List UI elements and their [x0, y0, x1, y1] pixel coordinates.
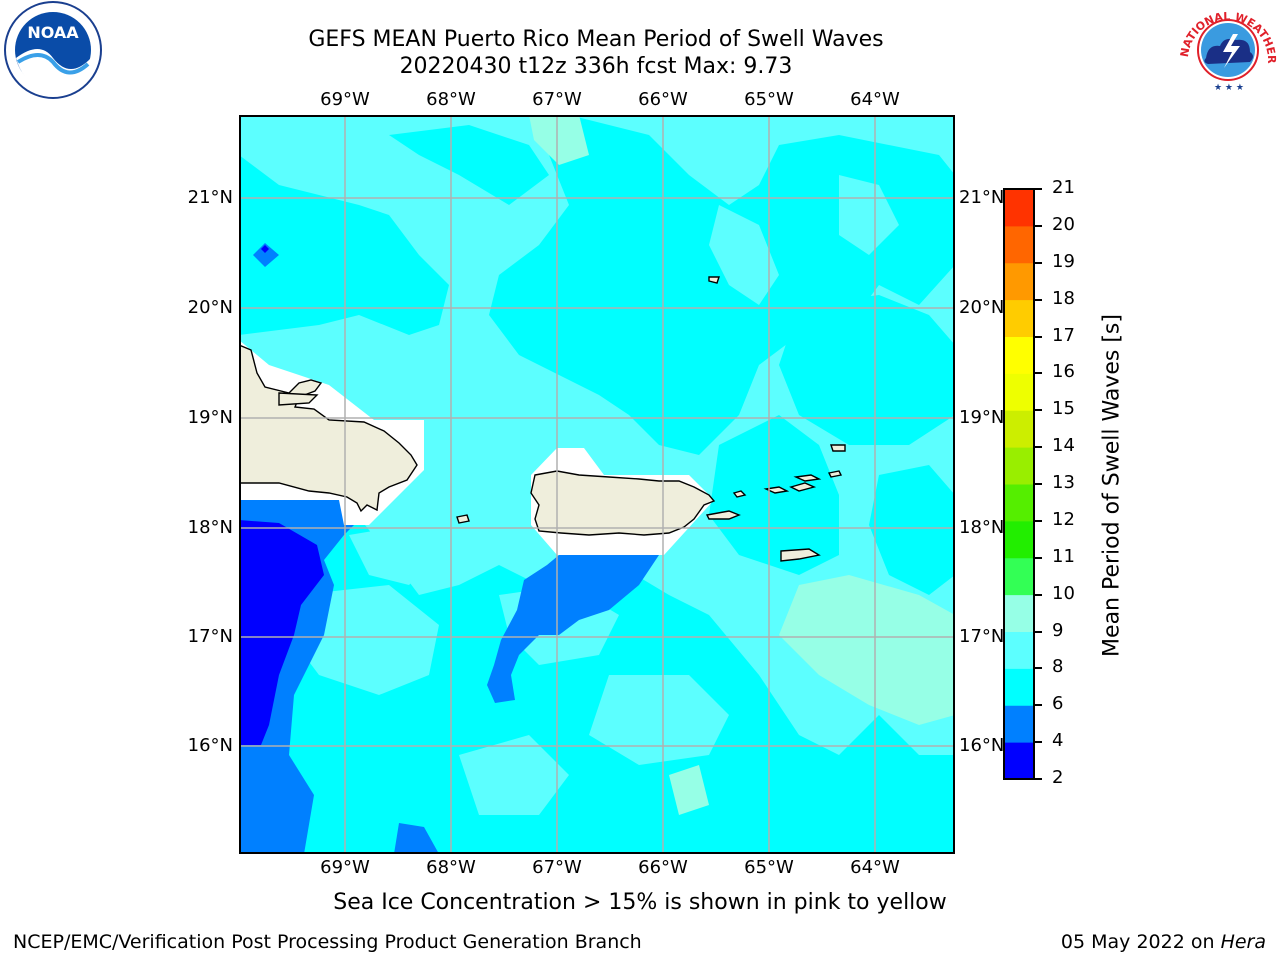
colorbar-swatch [1004, 410, 1034, 448]
colorbar-tick-label: 16 [1052, 361, 1075, 383]
colorbar-tick-label: 6 [1052, 693, 1064, 715]
colorbar-swatch [1004, 520, 1034, 559]
title-line-1: GEFS MEAN Puerto Rico Mean Period of Swe… [308, 27, 884, 52]
colorbar-tick-label: 17 [1052, 324, 1075, 346]
colorbar-tick-label: 21 [1052, 177, 1075, 198]
lat-label-left: 16°N [187, 735, 233, 756]
colorbar-tick-mark [1035, 188, 1042, 190]
colorbar-tick-label: 14 [1052, 435, 1075, 457]
colorbar [1003, 188, 1035, 780]
colorbar-tick-label: 8 [1052, 656, 1064, 678]
lat-label-left: 19°N [187, 407, 233, 428]
colorbar-tick-mark [1035, 630, 1042, 633]
footer-date: 05 May 2022 on Hera [1061, 931, 1266, 953]
colorbar-swatch [1004, 336, 1034, 374]
lon-label-top: 69°W [320, 89, 370, 110]
lon-label-top: 64°W [850, 89, 900, 110]
colorbar-swatch [1004, 668, 1034, 706]
noaa-logo-text: NOAA [27, 23, 79, 42]
lat-label-right: 18°N [959, 517, 1005, 538]
colorbar-tick-mark [1035, 409, 1042, 412]
colorbar-tick-mark [1035, 483, 1042, 485]
footer-date-text: 05 May 2022 on [1060, 931, 1221, 953]
colorbar-tick-mark [1035, 667, 1042, 670]
lon-label-bottom: 65°W [744, 857, 794, 878]
colorbar-tick-label: 12 [1052, 508, 1075, 530]
lon-label-bottom: 67°W [532, 857, 582, 878]
lat-label-right: 20°N [959, 297, 1005, 318]
colorbar-tick-label: 19 [1052, 250, 1075, 272]
colorbar-tick-label: 15 [1052, 398, 1075, 420]
lon-label-top: 65°W [744, 89, 794, 110]
lat-label-right: 16°N [959, 735, 1005, 756]
chart-title: GEFS MEAN Puerto Rico Mean Period of Swe… [0, 26, 1192, 80]
colorbar-swatch [1004, 373, 1034, 411]
colorbar-label: Mean Period of Swell Waves [s] [1099, 314, 1125, 657]
colorbar-tick-label: 9 [1052, 619, 1064, 641]
colorbar-swatch [1004, 262, 1034, 301]
colorbar-tick-mark [1035, 224, 1042, 227]
colorbar-tick-mark [1035, 778, 1042, 780]
colorbar-tick-mark [1035, 741, 1042, 744]
colorbar-swatch [1004, 557, 1034, 596]
colorbar-swatch [1004, 299, 1034, 337]
lon-label-bottom: 68°W [426, 857, 476, 878]
colorbar-tick-mark [1035, 298, 1042, 301]
lon-label-top: 66°W [638, 89, 688, 110]
colorbar-tick-mark [1035, 704, 1042, 707]
noaa-logo: NOAA [0, 0, 105, 105]
title-line-2: 20220430 t12z 336h fcst Max: 9.73 [399, 54, 793, 79]
lat-label-left: 18°N [187, 517, 233, 538]
colorbar-tick-label: 18 [1052, 287, 1075, 309]
lon-label-top: 68°W [426, 89, 476, 110]
colorbar-swatch [1004, 225, 1034, 264]
footer-credit: NCEP/EMC/Verification Post Processing Pr… [13, 931, 642, 953]
colorbar-swatch [1004, 189, 1034, 227]
colorbar-tick-label: 11 [1052, 545, 1075, 567]
lat-label-right: 21°N [959, 187, 1005, 208]
colorbar-tick-label: 10 [1052, 582, 1075, 604]
lon-label-top: 67°W [532, 89, 582, 110]
colorbar-tick-mark [1035, 593, 1042, 596]
colorbar-tick-mark [1035, 556, 1042, 559]
swell-period-field [239, 115, 955, 854]
nws-logo: NATIONAL WEATHER SERVICE ★ ★ ★ [1174, 0, 1280, 100]
colorbar-swatch [1004, 447, 1034, 485]
colorbar-swatch [1004, 705, 1034, 743]
colorbar-tick-label: 4 [1052, 730, 1064, 752]
colorbar-tick-mark [1035, 261, 1042, 264]
lon-label-bottom: 66°W [638, 857, 688, 878]
colorbar-tick-mark [1035, 372, 1042, 375]
colorbar-tick-mark [1035, 335, 1042, 338]
lat-label-right: 19°N [959, 407, 1005, 428]
map-panel [239, 115, 955, 854]
colorbar-tick-label: 20 [1052, 213, 1075, 235]
lat-label-left: 21°N [187, 187, 233, 208]
colorbar-tick-mark [1035, 446, 1042, 449]
lat-label-right: 17°N [959, 626, 1005, 647]
lon-label-bottom: 69°W [320, 857, 370, 878]
sea-ice-note: Sea Ice Concentration > 15% is shown in … [333, 890, 947, 915]
colorbar-tick-label: 2 [1052, 767, 1064, 788]
graticule [239, 115, 955, 854]
colorbar-tick-label: 13 [1052, 472, 1075, 493]
colorbar-swatch [1004, 594, 1034, 632]
colorbar-swatch [1004, 484, 1034, 522]
map-frame [239, 115, 955, 854]
colorbar-swatch [1004, 742, 1034, 780]
lat-label-left: 17°N [187, 626, 233, 647]
svg-text:★ ★ ★: ★ ★ ★ [1214, 83, 1244, 93]
lat-label-left: 20°N [187, 297, 233, 318]
coastlines [239, 276, 846, 562]
footer-host: Hera [1220, 931, 1266, 953]
lon-label-bottom: 64°W [850, 857, 900, 878]
colorbar-swatch [1004, 631, 1034, 669]
colorbar-tick-mark [1035, 519, 1042, 522]
